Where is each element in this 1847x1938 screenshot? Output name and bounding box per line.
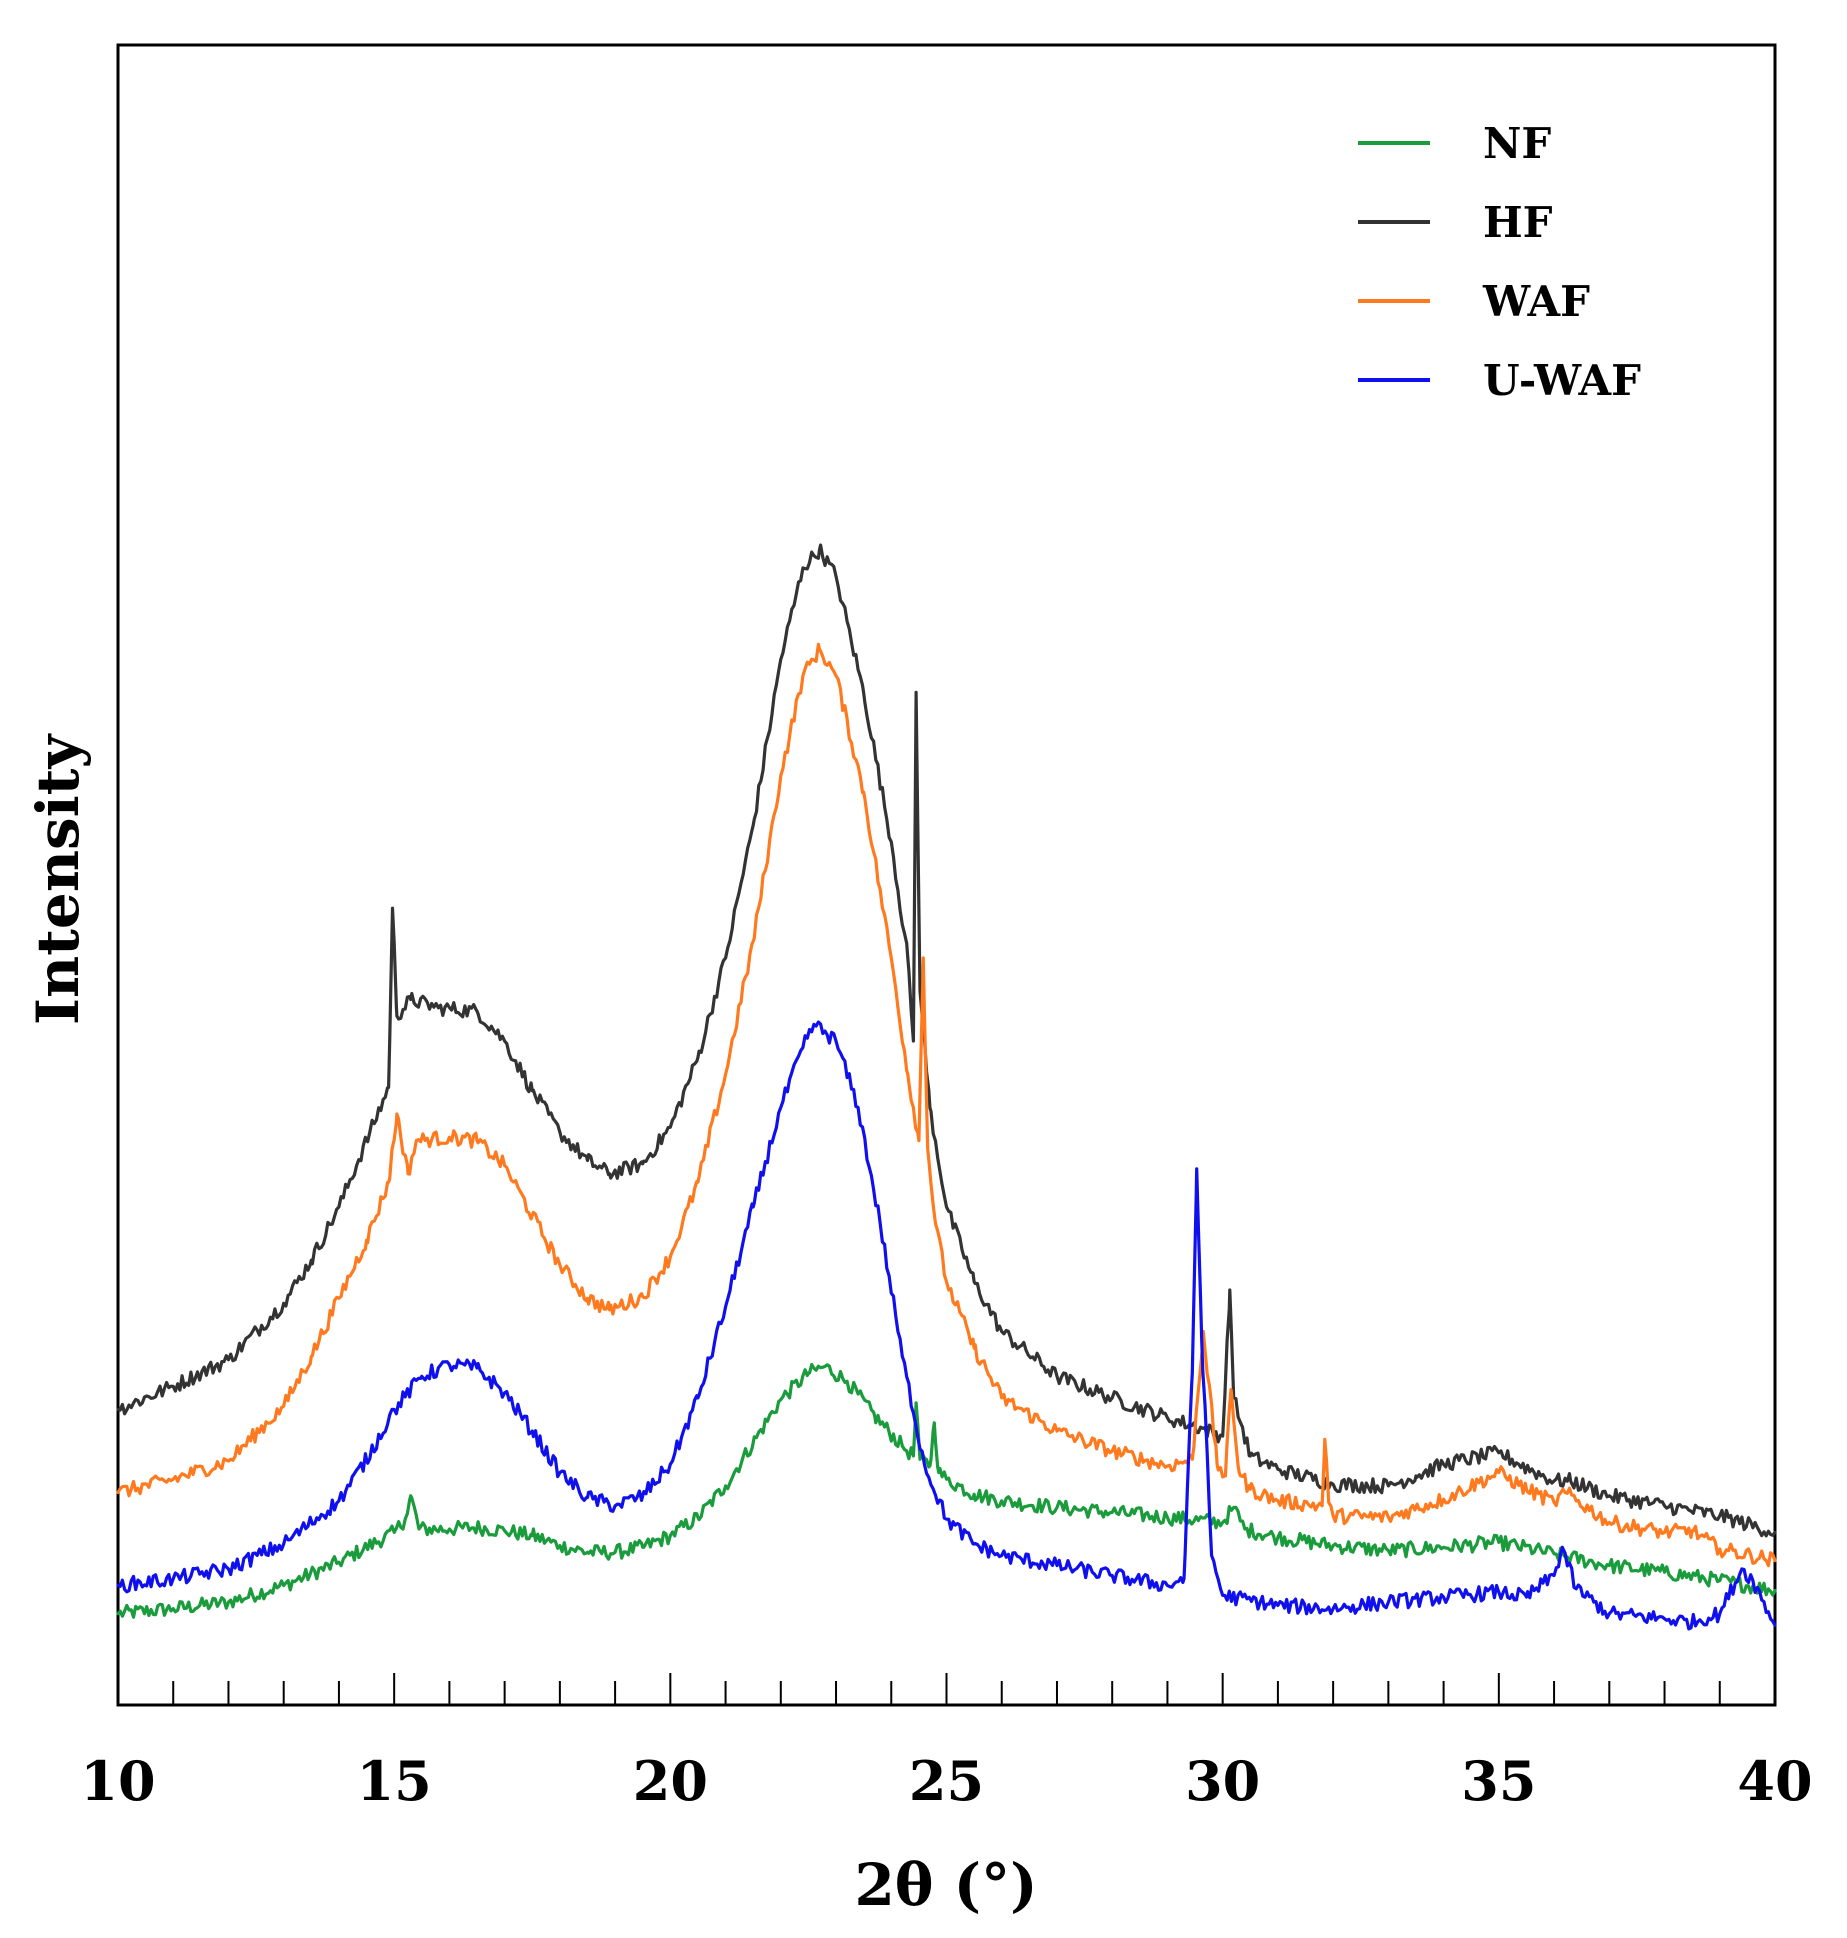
x-tick-label: 20 bbox=[633, 1749, 708, 1813]
series-line-u-waf bbox=[116, 1020, 1777, 1631]
x-minor-ticks bbox=[117, 1673, 1776, 1705]
series-line-waf bbox=[116, 642, 1777, 1568]
x-tick-label: 25 bbox=[909, 1749, 984, 1813]
series-line-nf bbox=[116, 1363, 1777, 1619]
series-group bbox=[116, 543, 1777, 1631]
series-line-hf bbox=[116, 543, 1777, 1538]
x-tick-label: 40 bbox=[1737, 1749, 1812, 1813]
x-tick-label: 30 bbox=[1185, 1749, 1260, 1813]
legend-label-hf: HF bbox=[1483, 198, 1553, 247]
x-tick-label: 35 bbox=[1461, 1749, 1536, 1813]
x-tick-labels: 10 15 20 25 30 35 40 bbox=[80, 1749, 1812, 1813]
y-axis-title: Intensity bbox=[24, 733, 92, 1026]
legend-label-waf: WAF bbox=[1482, 277, 1590, 326]
x-axis-title: 2θ (°) bbox=[854, 1851, 1037, 1919]
x-tick-label: 15 bbox=[357, 1749, 432, 1813]
x-tick-label: 10 bbox=[80, 1749, 155, 1813]
legend-label-u-waf: U-WAF bbox=[1483, 356, 1641, 405]
legend: NF HF WAF U-WAF bbox=[1358, 119, 1641, 405]
legend-label-nf: NF bbox=[1483, 119, 1551, 168]
